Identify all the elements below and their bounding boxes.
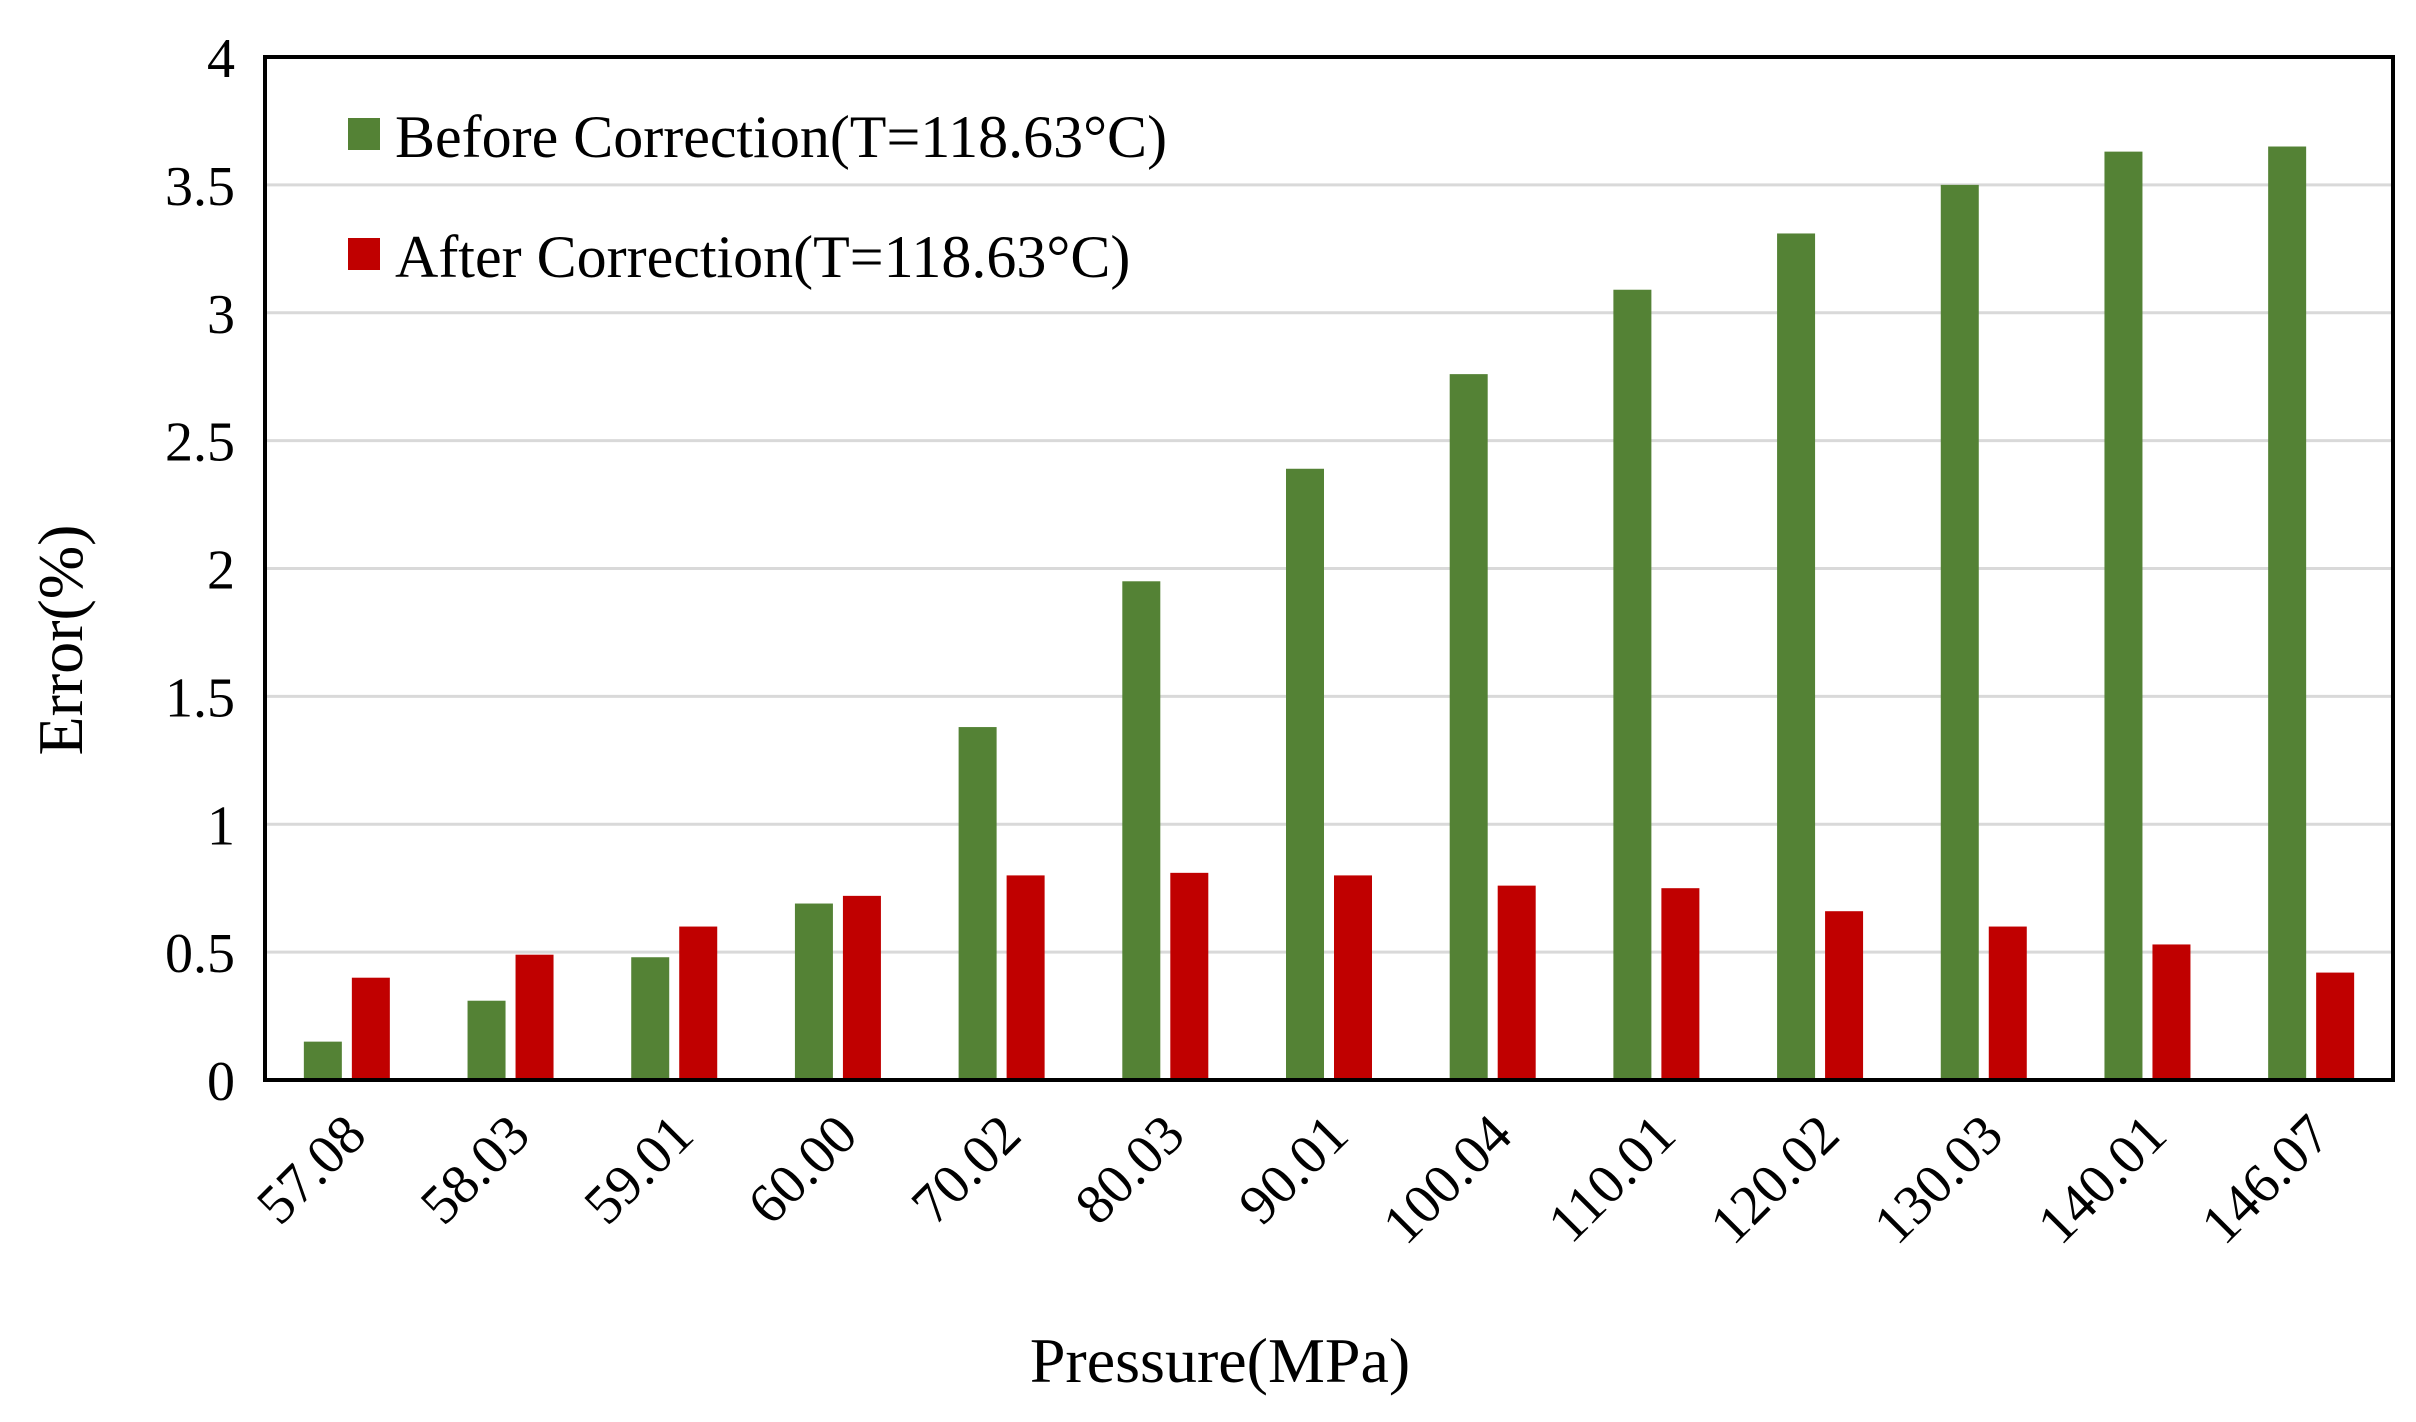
x-tick-label: 100.04 bbox=[1371, 1103, 1524, 1256]
x-tick-label: 57.08 bbox=[245, 1103, 378, 1236]
legend: Before Correction(T=118.63°C) After Corr… bbox=[348, 104, 1167, 290]
bar-before-100.04 bbox=[1449, 374, 1488, 1080]
legend-swatch-after bbox=[348, 238, 380, 270]
bar-after-90.01 bbox=[1334, 875, 1372, 1080]
x-tick-label: 58.03 bbox=[409, 1103, 542, 1236]
bar-before-110.01 bbox=[1613, 289, 1652, 1080]
legend-label-before: Before Correction(T=118.63°C) bbox=[395, 104, 1167, 170]
y-axis-title: Error(%) bbox=[25, 525, 96, 756]
y-tick-label: 1 bbox=[207, 795, 235, 857]
x-tick-label: 130.03 bbox=[1862, 1103, 2015, 1256]
bar-before-57.08 bbox=[303, 1041, 342, 1080]
x-tick-label: 70.02 bbox=[900, 1103, 1033, 1236]
y-tick-label: 0 bbox=[207, 1051, 235, 1113]
y-tick-label: 3.5 bbox=[165, 156, 235, 218]
bar-before-59.01 bbox=[631, 957, 670, 1080]
bar-before-80.03 bbox=[1122, 581, 1161, 1080]
bar-before-130.03 bbox=[1940, 184, 1979, 1080]
y-axis-ticks: 0 0.5 1 1.5 2 2.5 3 3.5 4 bbox=[165, 28, 235, 1113]
bar-before-58.03 bbox=[467, 1000, 506, 1080]
x-tick-label: 140.01 bbox=[2026, 1103, 2179, 1256]
bar-after-60.00 bbox=[842, 895, 881, 1080]
legend-label-after: After Correction(T=118.63°C) bbox=[395, 224, 1130, 290]
bar-after-146.07 bbox=[2316, 972, 2355, 1080]
plot-area-frame bbox=[263, 55, 2395, 1082]
bar-before-140.01 bbox=[2104, 151, 2143, 1080]
bar-after-80.03 bbox=[1170, 872, 1209, 1080]
bar-after-57.08 bbox=[351, 977, 390, 1080]
x-axis-ticks: 57.08 58.03 59.01 60.00 70.02 80.03 90.01 100.0… bbox=[245, 1103, 2342, 1256]
bar-after-58.03 bbox=[515, 954, 554, 1080]
y-tick-label: 0.5 bbox=[165, 923, 235, 985]
bar-after-120.02 bbox=[1825, 911, 1864, 1080]
y-tick-label: 4 bbox=[207, 28, 235, 90]
y-tick-label: 2 bbox=[207, 540, 235, 602]
bars bbox=[303, 146, 2355, 1080]
legend-swatch-before bbox=[348, 118, 380, 150]
x-tick-label: 110.01 bbox=[1536, 1103, 1687, 1254]
x-tick-label: 120.02 bbox=[1699, 1103, 1852, 1256]
x-tick-label: 60.00 bbox=[736, 1103, 869, 1236]
x-tick-label: 146.07 bbox=[2190, 1103, 2343, 1256]
bar-after-59.01 bbox=[679, 926, 718, 1080]
bar-after-130.03 bbox=[1988, 926, 2027, 1080]
bar-before-60.00 bbox=[794, 903, 833, 1080]
y-tick-label: 2.5 bbox=[165, 412, 235, 474]
bar-after-70.02 bbox=[1006, 875, 1045, 1080]
bar-before-70.02 bbox=[958, 727, 997, 1080]
x-axis-title: Pressure(MPa) bbox=[1030, 1325, 1410, 1396]
bar-after-110.01 bbox=[1661, 888, 1700, 1080]
bar-before-146.07 bbox=[2268, 146, 2307, 1080]
x-tick-label: 90.01 bbox=[1227, 1103, 1360, 1236]
bar-before-90.01 bbox=[1286, 468, 1324, 1080]
bar-after-140.01 bbox=[2152, 944, 2191, 1080]
x-tick-label: 80.03 bbox=[1064, 1103, 1197, 1236]
y-tick-label: 1.5 bbox=[165, 667, 235, 729]
bar-after-100.04 bbox=[1497, 885, 1536, 1080]
bar-before-120.02 bbox=[1777, 233, 1816, 1080]
y-tick-label: 3 bbox=[207, 284, 235, 346]
x-tick-label: 59.01 bbox=[572, 1103, 705, 1236]
gridlines bbox=[265, 183, 2393, 954]
